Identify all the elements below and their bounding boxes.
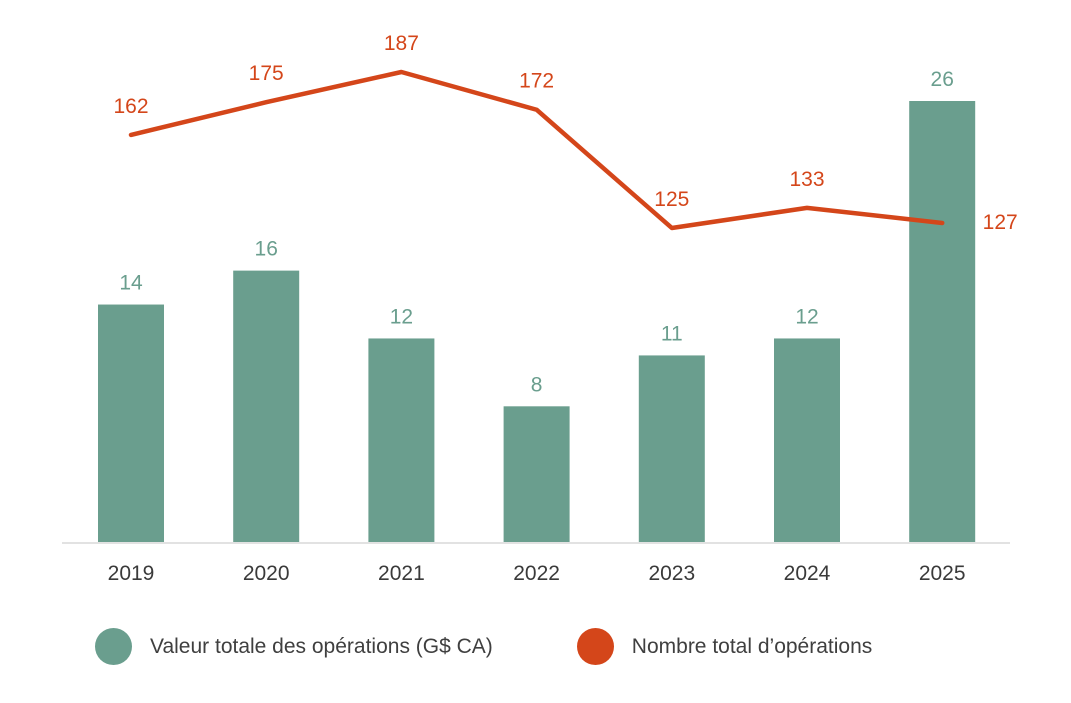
bar-2020: [233, 270, 300, 542]
line-label-2021: 187: [384, 32, 419, 55]
bar-label-2023: 11: [661, 322, 683, 345]
bar-label-2024: 12: [795, 305, 818, 328]
bar-2024: [774, 338, 840, 542]
line-path: [128, 69, 945, 231]
legend-label-value: Valeur totale des opérations (G$ CA): [150, 634, 493, 658]
line-label-2024: 133: [789, 168, 824, 191]
bar-data-labels: 14 16 12 8 11 12 26: [119, 68, 954, 396]
bar-label-2020: 16: [255, 238, 278, 261]
x-tick-2020: 2020: [243, 562, 290, 585]
line-series: [128, 69, 945, 231]
bar-2025: [909, 101, 976, 542]
legend-item-count[interactable]: Nombre total d’opérations: [576, 628, 873, 665]
line-label-2020: 175: [249, 62, 284, 85]
bar-label-2021: 12: [390, 305, 413, 328]
bar-2019: [98, 304, 164, 542]
bar-2021: [368, 338, 435, 542]
legend-item-value[interactable]: Valeur totale des opérations (G$ CA): [95, 628, 493, 665]
x-tick-2019: 2019: [108, 562, 155, 585]
legend-swatch-value: [95, 628, 132, 665]
x-tick-2025: 2025: [919, 562, 966, 585]
legend-swatch-count: [576, 628, 614, 665]
bar-2023: [638, 355, 705, 542]
bar-label-2025: 26: [931, 68, 954, 91]
bar-label-2022: 8: [531, 373, 543, 396]
line-label-2022: 172: [519, 70, 554, 93]
bar-label-2019: 14: [119, 272, 143, 295]
line-label-2025: 127: [983, 211, 1018, 234]
bar-series: [98, 101, 976, 542]
x-tick-2024: 2024: [784, 562, 831, 585]
bar-2022: [503, 406, 570, 542]
legend: Valeur totale des opérations (G$ CA) Nom…: [95, 628, 956, 665]
x-tick-2022: 2022: [513, 562, 560, 585]
line-label-2023: 125: [654, 188, 689, 211]
x-tick-2023: 2023: [648, 562, 695, 585]
line-label-2019: 162: [113, 95, 148, 118]
legend-label-count: Nombre total d’opérations: [631, 634, 873, 658]
line-data-labels: 162 175 187 172 125 133 127: [113, 32, 1017, 234]
x-axis-tick-labels: 2019 2020 2021 2022 2023 2024 2025: [108, 562, 966, 585]
x-tick-2021: 2021: [378, 562, 425, 585]
